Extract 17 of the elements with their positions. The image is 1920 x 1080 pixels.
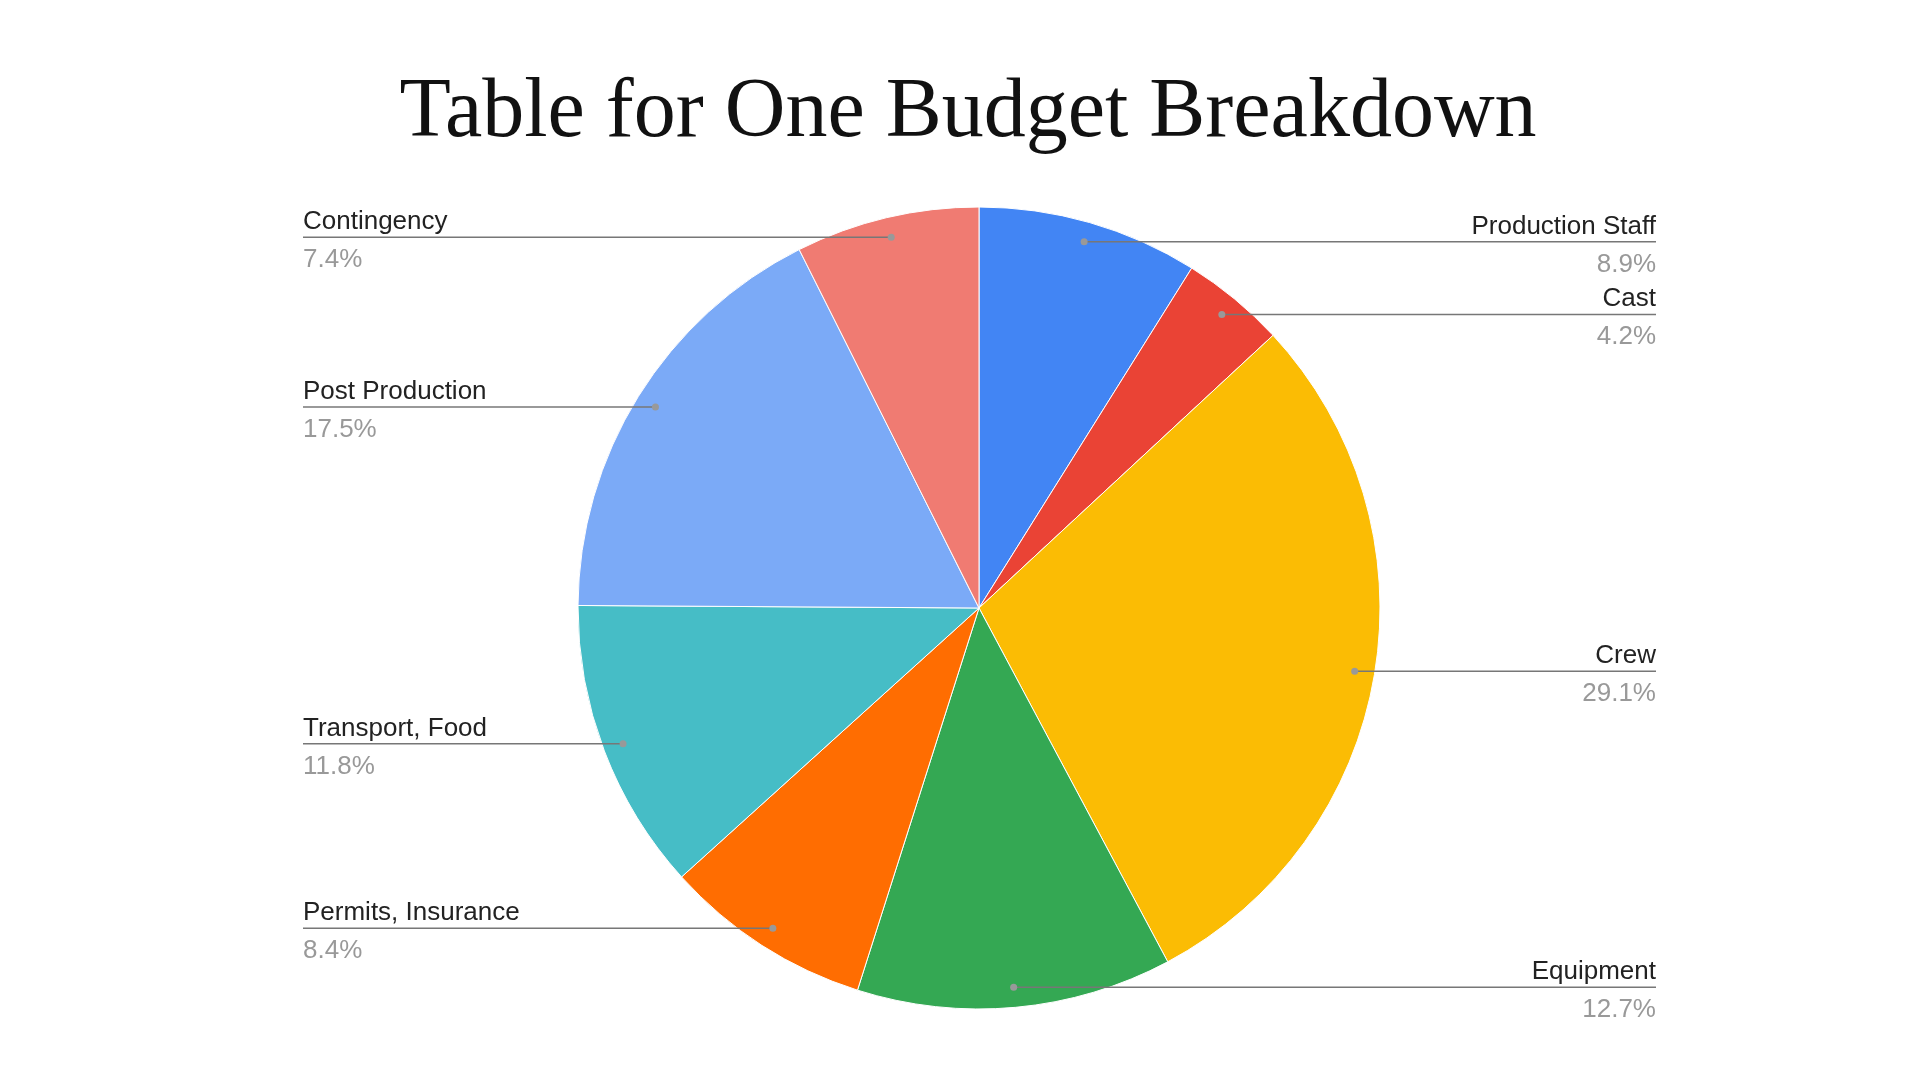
- data-label: 4.2%: [1596, 320, 1656, 351]
- data-label: 17.5%: [303, 412, 377, 443]
- slice-label: Crew: [1595, 639, 1657, 670]
- chart-title: Table for One Budget Breakdown: [399, 61, 1537, 154]
- slice-label: Transport, Food: [303, 711, 488, 742]
- slice-label: Post Production: [303, 374, 487, 405]
- slice-label: Cast: [1602, 282, 1657, 313]
- slice-label: Permits, Insurance: [303, 896, 520, 927]
- slice-label: Equipment: [1531, 955, 1657, 986]
- slice-label: Contingency: [303, 205, 448, 236]
- data-label: 11.8%: [303, 749, 375, 780]
- data-label: 12.7%: [1582, 993, 1656, 1024]
- slice-label: Production Staff: [1471, 209, 1657, 240]
- data-label: 8.4%: [303, 934, 363, 965]
- data-label: 8.9%: [1596, 247, 1656, 278]
- data-label: 29.1%: [1582, 677, 1656, 708]
- data-label: 7.4%: [303, 243, 363, 274]
